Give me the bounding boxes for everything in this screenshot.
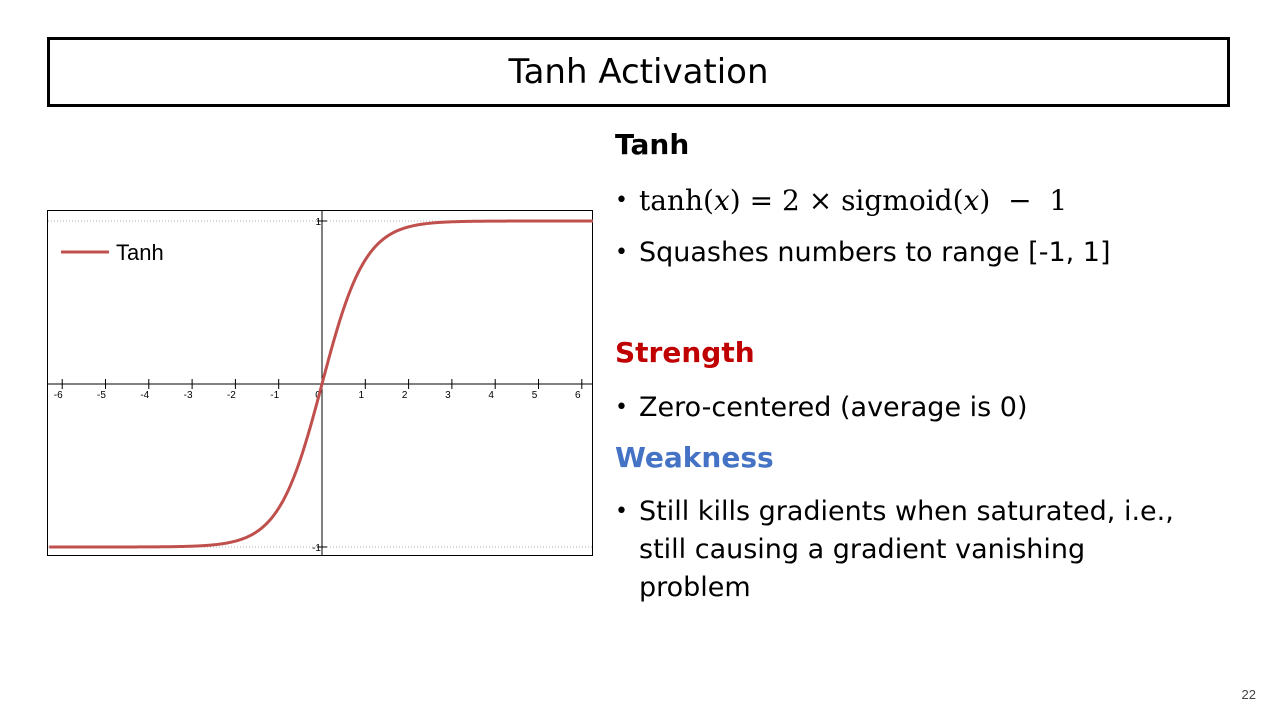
x-tick-label: -6: [54, 390, 63, 401]
bullet-weakness: • Still kills gradients when saturated, …: [615, 493, 1205, 607]
heading-strength: Strength: [615, 336, 755, 369]
x-tick-label: -2: [227, 390, 236, 401]
x-tick-label: -3: [184, 390, 193, 401]
x-tick-label: -5: [97, 390, 106, 401]
heading-weakness: Weakness: [615, 441, 774, 474]
formula-rhs-fn: sigmoid: [841, 184, 953, 217]
heading-tanh: Tanh: [615, 128, 690, 161]
series-line-tanh: [48, 219, 593, 549]
bullet-strength-text: Zero-centered (average is 0): [639, 392, 1028, 423]
legend-label: Tanh: [116, 240, 164, 265]
bullet-strength: • Zero-centered (average is 0): [615, 389, 1255, 427]
formula-eq: =: [749, 184, 774, 217]
formula-minus: −: [1008, 184, 1032, 217]
formula-rhs-var: x: [963, 184, 980, 217]
y-tick-label: 1: [315, 217, 321, 228]
bullet-range: • Squashes numbers to range [-1, 1]: [615, 234, 1255, 272]
formula-coef: 2: [781, 184, 800, 217]
x-tick-label: 1: [359, 390, 365, 401]
bullet-dot: •: [615, 499, 628, 524]
page-number: 22: [1241, 687, 1256, 702]
bullet-dot: •: [615, 188, 628, 213]
tanh-chart: -6 -5 -4 -3 -2 -1 0 1 2 3 4 5 6 1 -1 Tanh: [47, 210, 593, 556]
bullet-dot: •: [615, 240, 628, 265]
title-box: Tanh Activation: [47, 37, 1230, 107]
x-tick-label: 2: [402, 390, 408, 401]
x-tick-label: -1: [270, 390, 279, 401]
tanh-formula: tanh(x) = 2 × sigmoid(x) − 1: [639, 184, 1068, 217]
bullet-weakness-text: Still kills gradients when saturated, i.…: [639, 496, 1174, 603]
x-tick-label: 4: [488, 390, 494, 401]
x-tick-label: 6: [575, 390, 581, 401]
formula-times: ×: [808, 184, 833, 217]
formula-lhs-fn: tanh: [639, 184, 704, 217]
x-tick-label: -4: [140, 390, 149, 401]
formula-const: 1: [1049, 184, 1068, 217]
bullet-range-text: Squashes numbers to range [-1, 1]: [639, 237, 1111, 268]
plot-frame: [47, 210, 593, 556]
x-tick-label: 5: [532, 390, 538, 401]
bullet-dot: •: [615, 395, 628, 420]
bullet-formula: • tanh(x) = 2 × sigmoid(x) − 1: [615, 182, 1255, 220]
slide-title: Tanh Activation: [508, 52, 769, 92]
x-tick-label: 3: [445, 390, 451, 401]
formula-lhs-var: x: [713, 184, 730, 217]
y-tick-label: -1: [312, 543, 321, 554]
